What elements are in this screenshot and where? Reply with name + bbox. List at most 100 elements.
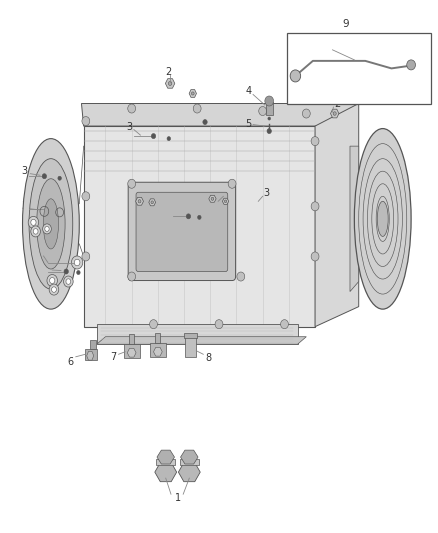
Text: 2: 2 [224, 188, 230, 198]
Ellipse shape [354, 128, 411, 309]
Circle shape [211, 197, 214, 200]
Text: 9: 9 [343, 19, 349, 29]
Ellipse shape [37, 179, 65, 269]
Circle shape [33, 229, 38, 234]
Circle shape [64, 269, 68, 274]
Circle shape [74, 259, 80, 266]
Polygon shape [157, 450, 174, 464]
Circle shape [31, 226, 40, 237]
Circle shape [191, 92, 194, 95]
Text: 3: 3 [43, 263, 49, 272]
Circle shape [407, 60, 416, 70]
Circle shape [64, 276, 73, 287]
Bar [266, 102, 273, 115]
Polygon shape [178, 463, 200, 482]
Text: 2: 2 [334, 99, 340, 109]
Circle shape [138, 200, 141, 203]
Bar [156, 459, 175, 465]
Circle shape [224, 200, 227, 203]
Bar [85, 349, 97, 360]
Circle shape [167, 136, 170, 141]
Bar [184, 333, 197, 338]
Circle shape [82, 192, 90, 201]
Circle shape [82, 252, 90, 261]
Circle shape [45, 227, 49, 231]
Circle shape [267, 128, 272, 134]
Polygon shape [315, 103, 359, 327]
Circle shape [31, 220, 36, 225]
Circle shape [193, 104, 201, 113]
Circle shape [259, 107, 267, 116]
Circle shape [42, 174, 46, 179]
Text: 2: 2 [166, 67, 172, 77]
Bar [129, 334, 134, 344]
Circle shape [151, 201, 153, 204]
Circle shape [186, 214, 191, 219]
Circle shape [77, 271, 80, 274]
Circle shape [311, 202, 319, 211]
Bar [287, 33, 431, 103]
Text: 10: 10 [324, 41, 336, 51]
Circle shape [47, 274, 57, 287]
Circle shape [128, 272, 136, 281]
Polygon shape [155, 463, 177, 482]
Text: 3: 3 [263, 188, 269, 198]
Polygon shape [209, 195, 216, 202]
Bar [90, 340, 96, 349]
Circle shape [215, 320, 223, 329]
Text: 4: 4 [245, 86, 251, 96]
Polygon shape [350, 146, 359, 292]
Ellipse shape [377, 201, 388, 237]
Polygon shape [84, 126, 315, 327]
Circle shape [82, 117, 90, 126]
Text: 8: 8 [205, 353, 211, 363]
Circle shape [237, 272, 245, 281]
Polygon shape [223, 198, 229, 204]
Circle shape [49, 278, 55, 284]
Bar [185, 337, 196, 357]
Circle shape [42, 224, 51, 234]
FancyBboxPatch shape [136, 192, 228, 271]
Circle shape [302, 109, 310, 118]
Polygon shape [149, 199, 155, 206]
Text: 3: 3 [21, 201, 28, 211]
Polygon shape [127, 349, 136, 357]
Text: 2: 2 [39, 247, 45, 257]
Circle shape [333, 112, 336, 115]
Circle shape [58, 176, 61, 180]
Circle shape [265, 96, 274, 106]
Circle shape [203, 119, 207, 125]
Circle shape [150, 320, 157, 329]
Bar [124, 344, 140, 358]
Text: 6: 6 [67, 357, 74, 367]
Circle shape [151, 134, 155, 139]
Circle shape [268, 117, 271, 120]
Text: 3: 3 [21, 166, 28, 176]
Text: 5: 5 [245, 118, 251, 128]
FancyBboxPatch shape [128, 182, 236, 280]
Polygon shape [97, 324, 297, 344]
Polygon shape [331, 109, 339, 118]
Circle shape [71, 256, 83, 269]
Polygon shape [180, 450, 198, 464]
Bar [180, 459, 199, 465]
Polygon shape [153, 348, 162, 356]
Circle shape [66, 279, 71, 284]
Ellipse shape [22, 139, 79, 309]
Circle shape [311, 136, 319, 146]
Circle shape [128, 104, 136, 113]
Circle shape [49, 284, 59, 295]
Polygon shape [81, 103, 359, 126]
Text: 3: 3 [127, 122, 133, 132]
Polygon shape [136, 197, 144, 205]
Circle shape [28, 216, 39, 228]
Circle shape [228, 179, 236, 188]
Polygon shape [166, 79, 175, 88]
Text: 1: 1 [174, 493, 180, 503]
Polygon shape [189, 90, 197, 98]
Text: 7: 7 [110, 352, 117, 362]
Circle shape [290, 70, 300, 82]
Circle shape [168, 82, 172, 85]
Circle shape [128, 179, 136, 188]
Circle shape [311, 252, 319, 261]
